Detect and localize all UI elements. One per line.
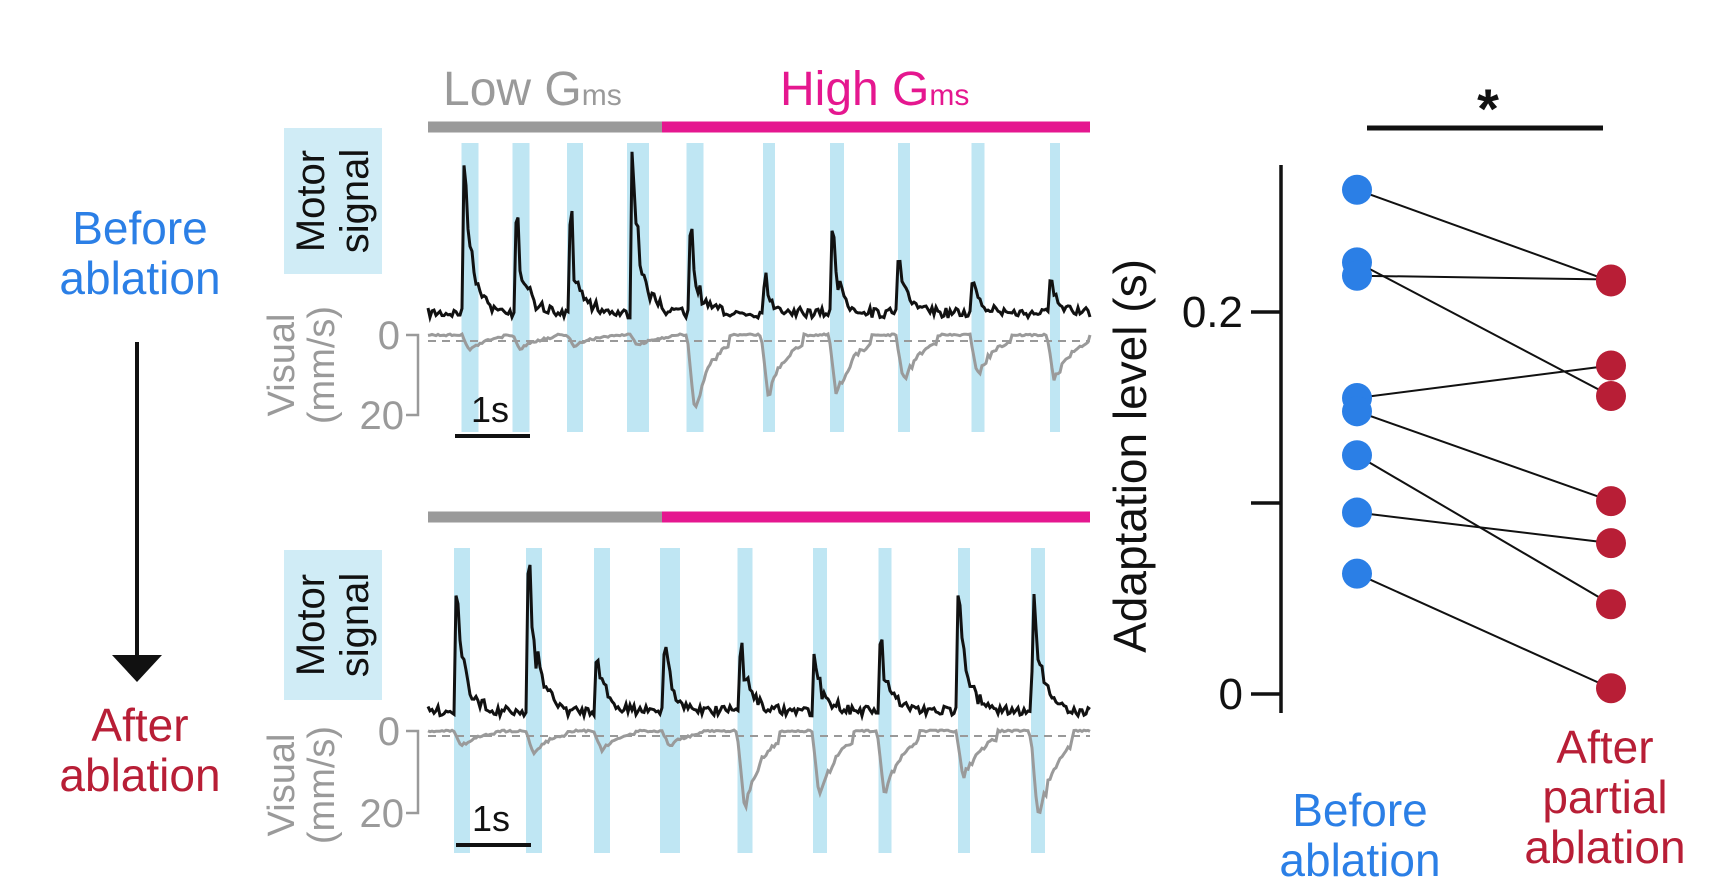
visual-axis-text: Visual (mm/s) bbox=[261, 725, 343, 845]
visual-velocity-trace bbox=[427, 727, 1091, 815]
visual-velocity-trace bbox=[427, 331, 1092, 410]
motor-signal-text: Motor signal bbox=[289, 572, 377, 678]
low-gain-label: Low Gms bbox=[443, 63, 622, 116]
pair-connector-line bbox=[1356, 188, 1612, 283]
stimulus-pulse-shading bbox=[512, 143, 530, 432]
visual-y-axis bbox=[406, 729, 420, 815]
stimulus-pulse-shading bbox=[971, 143, 985, 432]
y-tick-label: 0 bbox=[1219, 670, 1243, 719]
before-ablation-point bbox=[1342, 174, 1372, 205]
motor-signal-label: Motor signal bbox=[284, 550, 382, 700]
pair-connector-line bbox=[1356, 511, 1612, 545]
stimulus-pulse-shading bbox=[958, 548, 970, 853]
visual-tick-20: 20 bbox=[360, 394, 405, 438]
before-ablation-label: Before ablation bbox=[59, 202, 221, 304]
stimulus-pulse-shading bbox=[813, 548, 827, 853]
after-ablation-point bbox=[1596, 264, 1626, 295]
time-scale-label: 1s bbox=[471, 389, 509, 430]
pair-connector-line bbox=[1356, 454, 1612, 606]
stimulus-pulse-shading bbox=[878, 548, 892, 853]
before-ablation-point bbox=[1342, 497, 1372, 528]
stimulus-pulse-shading bbox=[763, 143, 775, 432]
pair-connector-line bbox=[1356, 261, 1612, 397]
after-ablation-point bbox=[1596, 589, 1626, 620]
stimulus-pulse-shading bbox=[1050, 143, 1060, 432]
after-ablation-point bbox=[1596, 528, 1626, 559]
after-ablation-point bbox=[1596, 486, 1626, 517]
visual-tick-0: 0 bbox=[378, 710, 400, 754]
pair-connector-line bbox=[1356, 274, 1612, 281]
motor-signal-text: Motor signal bbox=[289, 148, 377, 254]
before-ablation-point bbox=[1342, 260, 1372, 291]
trace-panel-before: Low Gms High Gms 0 20 1s bbox=[360, 63, 1092, 438]
before-ablation-point bbox=[1342, 396, 1372, 427]
visual-axis-label: Visual (mm/s) bbox=[252, 290, 352, 440]
pair-connector-line bbox=[1356, 572, 1612, 690]
y-axis-label: Adaptation level (s) bbox=[1104, 259, 1156, 653]
stimulus-pulse-shading bbox=[594, 548, 610, 853]
pair-connector-line bbox=[1356, 410, 1612, 503]
stimulus-pulse-shading bbox=[660, 548, 680, 853]
high-gain-label: High Gms bbox=[780, 63, 969, 116]
after-ablation-label: After ablation bbox=[59, 699, 221, 801]
y-tick-label: 0.2 bbox=[1182, 288, 1243, 337]
motor-signal-label: Motor signal bbox=[284, 128, 382, 274]
after-ablation-point bbox=[1596, 350, 1626, 381]
visual-tick-0: 0 bbox=[378, 314, 400, 358]
before-ablation-point bbox=[1342, 558, 1372, 589]
stimulus-pulse-shading bbox=[454, 548, 470, 853]
after-ablation-point bbox=[1596, 381, 1626, 412]
stimulus-pulse-shading bbox=[461, 143, 479, 432]
adaptation-scatter-plot: 0 0.2 Adaptation level (s) * bbox=[1104, 77, 1626, 719]
before-ablation-point bbox=[1342, 440, 1372, 471]
pair-connector-line bbox=[1356, 364, 1612, 399]
visual-axis-label: Visual (mm/s) bbox=[252, 710, 352, 860]
after-ablation-point bbox=[1596, 673, 1626, 704]
x-category-after: After partial ablation bbox=[1524, 721, 1686, 873]
x-category-before: Before ablation bbox=[1279, 784, 1441, 886]
significance-star: * bbox=[1477, 77, 1499, 140]
visual-y-axis bbox=[406, 333, 420, 417]
visual-axis-text: Visual (mm/s) bbox=[261, 305, 343, 425]
stimulus-pulse-shading bbox=[526, 548, 542, 853]
time-scale-label: 1s bbox=[472, 798, 510, 839]
stimulus-pulse-shading bbox=[1035, 548, 1045, 853]
trace-panel-after: 0 20 1s bbox=[360, 511, 1091, 853]
motor-signal-trace bbox=[426, 564, 1091, 722]
motor-signal-trace bbox=[426, 151, 1092, 324]
visual-tick-20: 20 bbox=[360, 792, 405, 836]
before-after-arrow bbox=[112, 342, 162, 682]
arrow-head bbox=[112, 655, 162, 682]
